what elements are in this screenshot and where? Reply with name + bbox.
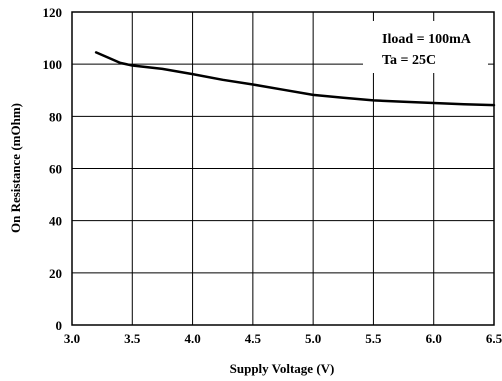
x-tick-label: 3.5 — [124, 331, 141, 346]
y-tick-label: 80 — [49, 109, 62, 124]
y-tick-label: 60 — [49, 162, 62, 177]
y-axis-title: On Resistance (mOhm) — [8, 103, 23, 233]
x-tick-label: 5.0 — [305, 331, 321, 346]
y-tick-label: 20 — [49, 266, 62, 281]
x-tick-label: 6.0 — [426, 331, 442, 346]
x-tick-label: 5.5 — [365, 331, 382, 346]
x-tick-label: 4.0 — [184, 331, 200, 346]
x-tick-label: 3.0 — [64, 331, 80, 346]
series-line — [94, 51, 496, 107]
y-tick-label: 0 — [56, 318, 63, 333]
annotation-line-2: Ta = 25C — [382, 53, 436, 68]
annotation-box: Iload = 100mA Ta = 25C — [363, 21, 488, 73]
series-layer — [94, 51, 496, 107]
y-tick-label: 100 — [43, 57, 63, 72]
y-tick-label: 120 — [43, 5, 63, 20]
x-tick-label: 6.5 — [486, 331, 502, 346]
plot-area — [71, 11, 495, 326]
tick-labels: 3.0 3.5 4.0 4.5 5.0 5.5 6.0 6.5 0 20 40 60 80 100 120 — [43, 5, 502, 346]
annotation-line-1: Iload = 100mA — [382, 32, 472, 47]
x-axis-title: Supply Voltage (V) — [230, 361, 335, 376]
y-tick-label: 40 — [49, 214, 62, 229]
x-tick-label: 4.5 — [245, 331, 262, 346]
